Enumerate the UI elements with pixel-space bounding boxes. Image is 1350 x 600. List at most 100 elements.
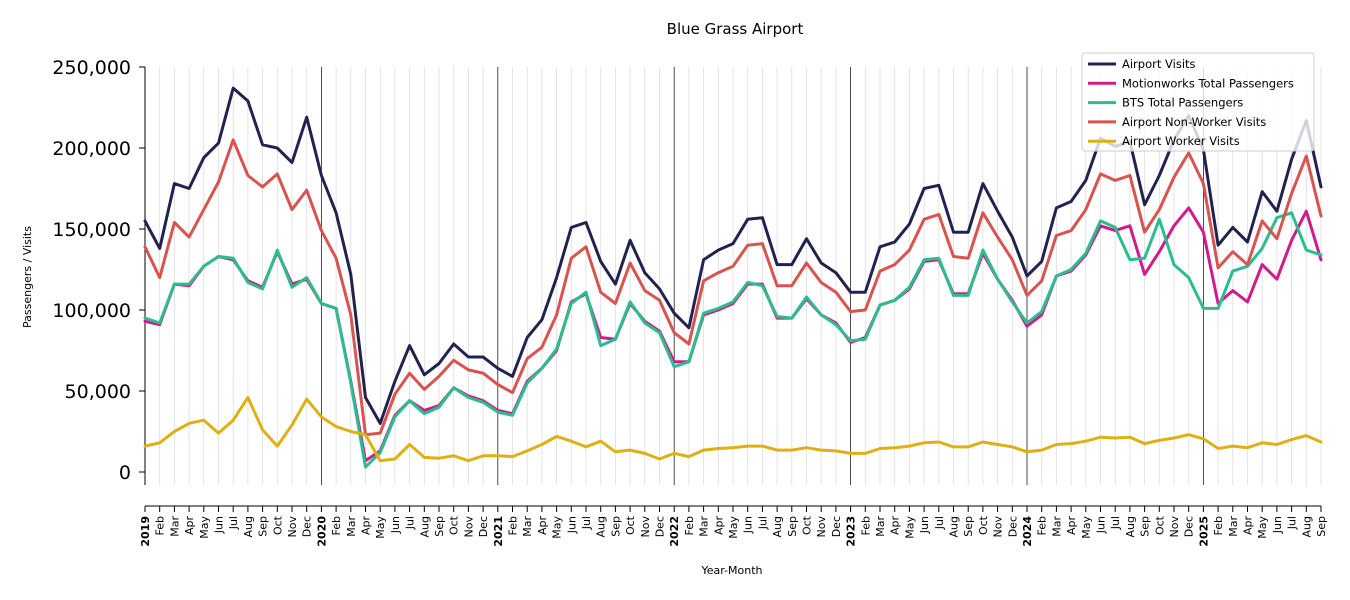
x-tick-label-month: Nov xyxy=(639,516,652,538)
x-tick-label-month: May xyxy=(374,516,387,539)
x-tick-label-month: Oct xyxy=(448,515,461,535)
legend-box xyxy=(1081,52,1315,152)
legend-entry: Airport Non-Worker Visits xyxy=(1122,115,1266,129)
x-tick-label-month: Apr xyxy=(1242,516,1255,536)
x-tick-label-month: Sep xyxy=(962,516,975,537)
x-tick-label-month: Feb xyxy=(683,516,696,535)
x-tick-label-month: Jun xyxy=(389,516,402,534)
x-tick-label-month: Sep xyxy=(786,516,799,537)
x-tick-label-month: Apr xyxy=(536,516,549,536)
x-tick-label-month: Apr xyxy=(183,516,196,536)
x-tick-label-month: Jul xyxy=(1109,516,1122,530)
x-tick-label-year: 2022 xyxy=(668,516,681,547)
x-tick-label-month: Feb xyxy=(330,516,343,535)
series-line-airport-worker-visits xyxy=(143,396,1323,463)
x-tick-label-month: May xyxy=(903,516,916,539)
x-tick-label-month: Jul xyxy=(227,516,240,530)
y-tick-label: 150,000 xyxy=(52,219,131,241)
x-tick-label-year: 2023 xyxy=(845,516,858,547)
x-tick-label-month: Nov xyxy=(815,516,828,538)
x-tick-label-month: Aug xyxy=(1300,516,1313,537)
legend-entry: Airport Worker Visits xyxy=(1122,134,1240,148)
legend-entry: Motionworks Total Passengers xyxy=(1122,76,1294,90)
axes xyxy=(139,66,1322,512)
x-tick-label-month: Mar xyxy=(168,516,181,537)
x-tick-label-month: Jul xyxy=(756,516,769,530)
x-tick-label-month: Apr xyxy=(1065,516,1078,536)
series-line-bts-total-passengers xyxy=(143,211,1323,469)
x-tick-label-month: Nov xyxy=(1168,516,1181,538)
x-tick-label-month: Jul xyxy=(1286,516,1299,530)
x-tick-label-month: May xyxy=(727,516,740,539)
x-tick-label-month: Jun xyxy=(742,516,755,534)
x-tick-label-month: Feb xyxy=(1036,516,1049,535)
x-tick-label-month: Oct xyxy=(977,515,990,535)
x-tick-label-month: May xyxy=(1080,516,1093,539)
x-axis-label: Year-Month xyxy=(700,564,762,577)
x-tick-label-month: Dec xyxy=(830,516,843,537)
grid xyxy=(144,67,1322,485)
x-tick-label-year: 2019 xyxy=(139,516,152,547)
x-tick-label-month: Jun xyxy=(565,516,578,534)
x-tick-label-month: Feb xyxy=(507,516,520,535)
x-tick-label-month: Sep xyxy=(257,516,270,537)
x-tick-label-month: Aug xyxy=(242,516,255,537)
x-tick-label-month: Dec xyxy=(1006,516,1019,537)
x-tick-label-month: Oct xyxy=(801,515,814,535)
x-tick-labels: 2019 Feb Mar Apr May Jun Jul Aug Sep Oct Nov Dec 202… xyxy=(139,515,1328,546)
x-tick-label-month: May xyxy=(551,516,564,539)
x-tick-label-month: Aug xyxy=(1124,516,1137,537)
x-tick-label-month: Sep xyxy=(1315,516,1328,537)
chart-title: Blue Grass Airport xyxy=(667,20,804,38)
x-tick-label-month: Sep xyxy=(433,516,446,537)
x-tick-label-month: Feb xyxy=(154,516,167,535)
legend-entry: Airport Visits xyxy=(1122,57,1196,71)
x-tick-label-month: Oct xyxy=(624,515,637,535)
y-tick-label: 200,000 xyxy=(52,138,131,160)
x-tick-label-month: Feb xyxy=(1212,516,1225,535)
x-tick-label-month: Jul xyxy=(404,516,417,530)
x-tick-label-month: Aug xyxy=(771,516,784,537)
x-tick-label-month: Aug xyxy=(948,516,961,537)
x-tick-label-year: 2025 xyxy=(1197,516,1210,547)
x-tick-label-month: Dec xyxy=(654,516,667,537)
x-tick-label-month: Dec xyxy=(477,516,490,537)
x-tick-label-month: Mar xyxy=(874,516,887,537)
x-tick-label-month: Nov xyxy=(286,516,299,538)
x-tick-label-month: Jun xyxy=(918,516,931,534)
x-tick-label-month: Oct xyxy=(1153,515,1166,535)
x-tick-label-year: 2021 xyxy=(492,516,505,547)
y-tick-label: 250,000 xyxy=(52,57,131,79)
x-tick-label-month: Apr xyxy=(712,516,725,536)
x-tick-label-month: Dec xyxy=(1183,516,1196,537)
x-tick-label-month: Apr xyxy=(360,516,373,536)
legend-entry: BTS Total Passengers xyxy=(1122,96,1243,110)
x-tick-label-month: Sep xyxy=(1139,516,1152,537)
x-tick-label-month: Jun xyxy=(1271,516,1284,534)
x-tick-label-month: May xyxy=(198,516,211,539)
x-tick-label-month: Dec xyxy=(301,516,314,537)
y-tick-labels: 0 50,000 100,000 150,000 200,000 250,000 xyxy=(52,57,131,484)
x-tick-label-month: Jun xyxy=(213,516,226,534)
x-tick-label-month: Jul xyxy=(933,516,946,530)
x-tick-label-month: Apr xyxy=(889,516,902,536)
x-tick-label-month: Sep xyxy=(609,516,622,537)
legend: Airport Visits Motionworks Total Passenge… xyxy=(1081,52,1315,152)
series-line-airport-non-worker-visits xyxy=(143,138,1323,437)
x-tick-label-month: Feb xyxy=(859,516,872,535)
y-tick-label: 100,000 xyxy=(52,300,131,322)
x-tick-label-year: 2020 xyxy=(315,516,328,547)
x-tick-label-month: Nov xyxy=(992,516,1005,538)
x-tick-label-month: Mar xyxy=(1227,516,1240,537)
x-tick-label-month: Nov xyxy=(462,516,475,538)
x-tick-label-month: Mar xyxy=(521,516,534,537)
x-tick-label-month: Mar xyxy=(1050,516,1063,537)
x-tick-label-month: Mar xyxy=(698,516,711,537)
y-tick-label: 0 xyxy=(119,462,131,484)
x-tick-label-month: May xyxy=(1256,516,1269,539)
x-tick-label-month: Oct xyxy=(271,515,284,535)
x-tick-label-month: Mar xyxy=(345,516,358,537)
x-tick-label-month: Jul xyxy=(580,516,593,530)
